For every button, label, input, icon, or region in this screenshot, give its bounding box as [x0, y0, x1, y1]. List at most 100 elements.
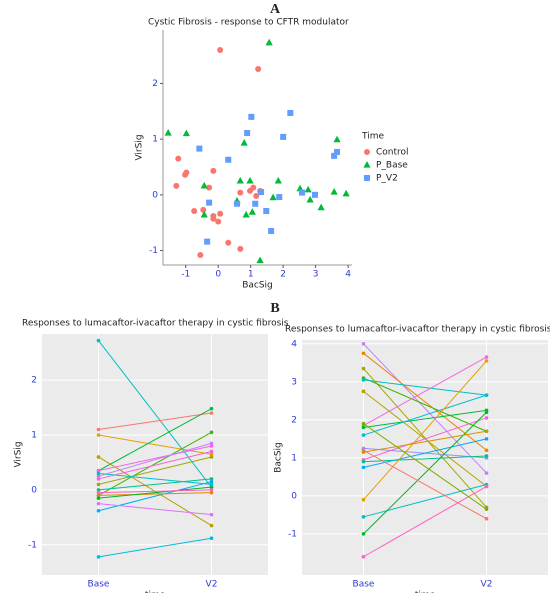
- point: [206, 199, 213, 206]
- point: [252, 200, 259, 207]
- slope-line: [363, 394, 487, 436]
- point: [197, 251, 204, 258]
- point: [274, 176, 282, 184]
- y-tick-label: 0: [152, 190, 158, 200]
- point: [209, 406, 214, 411]
- x-tick-label: V2: [481, 580, 493, 590]
- chart-title: Cystic Fibrosis - response to CFTR modul…: [148, 18, 349, 28]
- point: [361, 425, 366, 430]
- point: [225, 156, 232, 163]
- point: [484, 471, 489, 475]
- chart-title: Responses to lumacaftor-ivacaftor therap…: [22, 319, 289, 329]
- point: [96, 338, 101, 343]
- point: [276, 194, 283, 201]
- point: [361, 342, 366, 346]
- x-tick-label: 0: [215, 270, 221, 280]
- point: [200, 210, 208, 218]
- point: [210, 215, 217, 222]
- slope-line: [363, 417, 487, 461]
- slope-line: [363, 409, 487, 428]
- point: [484, 393, 489, 397]
- point: [361, 497, 366, 502]
- point: [209, 411, 214, 415]
- point: [248, 208, 256, 215]
- slope-line: [98, 537, 212, 558]
- slope-line: [363, 368, 487, 508]
- y-tick-label: 2: [152, 79, 158, 89]
- point: [209, 485, 214, 489]
- point: [237, 245, 244, 252]
- point: [244, 130, 251, 137]
- point: [206, 184, 213, 191]
- point: [361, 433, 366, 437]
- y-tick-label: 2: [291, 415, 297, 425]
- point: [333, 135, 341, 143]
- point: [484, 454, 489, 458]
- point: [96, 474, 101, 478]
- point: [342, 189, 350, 197]
- point: [240, 139, 248, 146]
- slope-line: [98, 408, 212, 472]
- point: [96, 555, 101, 559]
- point: [96, 496, 101, 500]
- point: [225, 239, 232, 246]
- slope-line: [363, 343, 487, 474]
- slope-line: [363, 484, 487, 518]
- point: [209, 430, 214, 435]
- point: [298, 189, 305, 196]
- plot-background: [42, 334, 268, 575]
- point: [484, 437, 489, 441]
- slope-line: [363, 356, 487, 426]
- x-tick-label: 2: [280, 270, 286, 280]
- slope-line: [363, 423, 487, 510]
- slope-line: [363, 455, 487, 463]
- y-tick-label: 2: [31, 376, 37, 386]
- point: [361, 366, 366, 371]
- point: [209, 455, 214, 459]
- point: [255, 65, 262, 72]
- x-axis-label: BacSig: [242, 281, 273, 291]
- panel-label: A: [270, 2, 281, 17]
- point: [364, 149, 370, 155]
- point: [361, 421, 366, 426]
- point: [253, 192, 260, 199]
- point: [484, 410, 489, 415]
- slope-line: [363, 411, 487, 535]
- point: [361, 554, 366, 559]
- point: [363, 161, 371, 168]
- slope-line: [363, 379, 487, 396]
- slope-line: [98, 431, 212, 496]
- point: [256, 256, 264, 264]
- y-tick-label: 4: [291, 339, 297, 349]
- slope-line: [98, 486, 212, 499]
- point: [484, 516, 489, 521]
- point: [164, 129, 172, 136]
- point: [209, 523, 214, 528]
- point: [209, 449, 214, 454]
- x-tick-label: 4: [345, 270, 351, 280]
- point: [242, 210, 250, 218]
- point: [484, 416, 489, 420]
- point: [268, 228, 275, 235]
- point: [484, 355, 489, 359]
- point: [173, 182, 180, 189]
- point: [183, 169, 190, 176]
- point: [209, 452, 214, 457]
- slope-line: [98, 412, 212, 431]
- point: [234, 200, 241, 207]
- point: [182, 129, 190, 137]
- point: [96, 488, 101, 492]
- x-tick-label: V2: [206, 580, 218, 590]
- x-tick-label: 3: [313, 270, 319, 280]
- slope-line: [363, 485, 487, 558]
- legend-title: Time: [361, 132, 384, 142]
- slope-line: [98, 450, 212, 480]
- x-axis-label: time: [415, 591, 436, 593]
- point: [484, 429, 489, 434]
- point: [263, 207, 270, 214]
- point: [217, 47, 224, 54]
- panel-label: B: [270, 301, 279, 316]
- point: [250, 184, 257, 191]
- point: [96, 490, 101, 495]
